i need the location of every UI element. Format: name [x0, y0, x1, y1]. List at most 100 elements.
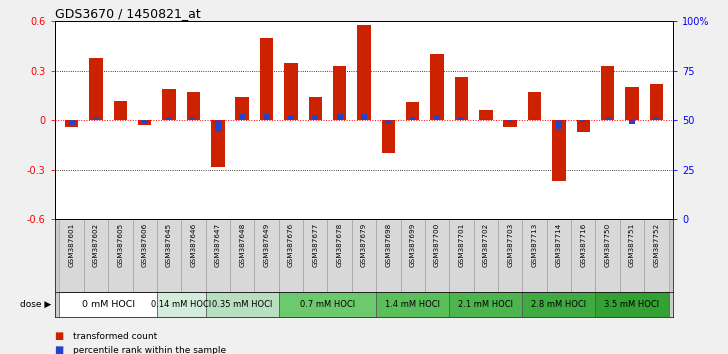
Bar — [629, 120, 635, 124]
Bar — [523, 219, 547, 292]
Text: transformed count: transformed count — [73, 332, 157, 341]
Text: GSM387702: GSM387702 — [483, 222, 488, 267]
Bar — [653, 117, 660, 120]
Bar — [400, 219, 425, 292]
Text: GSM387699: GSM387699 — [410, 222, 416, 267]
Bar — [187, 92, 200, 120]
Bar — [157, 219, 181, 292]
Bar — [449, 292, 523, 317]
Bar — [312, 115, 318, 120]
Text: GSM387701: GSM387701 — [459, 222, 464, 267]
Bar — [157, 292, 205, 317]
Text: GSM387676: GSM387676 — [288, 222, 294, 267]
Bar — [523, 292, 596, 317]
Bar — [406, 102, 419, 120]
Bar — [333, 66, 347, 120]
Bar — [114, 101, 127, 120]
Bar — [230, 219, 254, 292]
Text: 2.1 mM HOCl: 2.1 mM HOCl — [459, 300, 513, 309]
Bar — [649, 84, 663, 120]
Bar — [138, 120, 151, 125]
Bar — [425, 219, 449, 292]
Bar — [336, 114, 343, 120]
Bar — [65, 120, 79, 127]
Bar — [254, 219, 279, 292]
Bar — [385, 120, 392, 124]
Bar — [162, 89, 175, 120]
Bar — [605, 117, 611, 120]
Text: GSM387645: GSM387645 — [166, 222, 172, 267]
Bar — [279, 219, 303, 292]
Bar — [596, 219, 620, 292]
Text: 1.4 mM HOCl: 1.4 mM HOCl — [385, 300, 440, 309]
Bar — [303, 219, 328, 292]
Text: 0.35 mM HOCl: 0.35 mM HOCl — [212, 300, 272, 309]
Bar — [279, 292, 376, 317]
Bar — [181, 219, 205, 292]
Text: GSM387713: GSM387713 — [531, 222, 537, 267]
Bar — [211, 120, 224, 167]
Text: 0.14 mM HOCl: 0.14 mM HOCl — [151, 300, 211, 309]
Bar — [528, 92, 541, 120]
Bar — [117, 119, 123, 120]
Text: ■: ■ — [55, 331, 64, 341]
Text: GSM387602: GSM387602 — [93, 222, 99, 267]
Text: GSM387714: GSM387714 — [556, 222, 562, 267]
Bar — [60, 292, 157, 317]
Text: GSM387751: GSM387751 — [629, 222, 635, 267]
Text: GSM387646: GSM387646 — [191, 222, 197, 267]
Text: GSM387648: GSM387648 — [240, 222, 245, 267]
Bar — [430, 54, 444, 120]
Bar — [376, 292, 449, 317]
Bar — [288, 115, 294, 120]
Bar — [90, 58, 103, 120]
Text: GSM387647: GSM387647 — [215, 222, 221, 267]
Bar — [596, 292, 668, 317]
Bar — [376, 219, 400, 292]
Bar — [577, 120, 590, 132]
Bar — [455, 78, 468, 120]
Bar — [309, 97, 322, 120]
Text: GSM387606: GSM387606 — [142, 222, 148, 267]
Bar — [507, 120, 513, 122]
Bar — [556, 120, 562, 129]
Text: 0.7 mM HOCl: 0.7 mM HOCl — [300, 300, 355, 309]
Text: GSM387679: GSM387679 — [361, 222, 367, 267]
Text: 2.8 mM HOCl: 2.8 mM HOCl — [531, 300, 587, 309]
Text: GSM387677: GSM387677 — [312, 222, 318, 267]
Bar — [434, 115, 440, 120]
Bar — [60, 219, 84, 292]
Bar — [479, 110, 493, 120]
Bar — [620, 219, 644, 292]
Bar — [352, 219, 376, 292]
Bar — [449, 219, 474, 292]
Text: GSM387601: GSM387601 — [68, 222, 75, 267]
Bar — [483, 119, 488, 120]
Text: GSM387716: GSM387716 — [580, 222, 586, 267]
Bar — [93, 117, 99, 120]
Bar — [459, 117, 464, 120]
Text: ■: ■ — [55, 346, 64, 354]
Text: GSM387703: GSM387703 — [507, 222, 513, 267]
Text: GSM387750: GSM387750 — [605, 222, 611, 267]
Bar — [132, 219, 157, 292]
Bar — [205, 292, 279, 317]
Bar — [240, 114, 245, 120]
Bar — [284, 63, 298, 120]
Bar — [553, 120, 566, 182]
Text: 3.5 mM HOCl: 3.5 mM HOCl — [604, 300, 660, 309]
Bar — [580, 120, 586, 122]
Bar — [571, 219, 596, 292]
Bar — [504, 120, 517, 127]
Text: GSM387698: GSM387698 — [385, 222, 392, 267]
Text: GSM387678: GSM387678 — [336, 222, 343, 267]
Text: GSM387605: GSM387605 — [117, 222, 123, 267]
Bar — [68, 120, 75, 125]
Bar — [474, 219, 498, 292]
Bar — [108, 219, 132, 292]
Text: GSM387700: GSM387700 — [434, 222, 440, 267]
Bar — [264, 114, 269, 120]
Bar — [361, 114, 367, 120]
Bar — [644, 219, 668, 292]
Bar — [191, 117, 197, 120]
